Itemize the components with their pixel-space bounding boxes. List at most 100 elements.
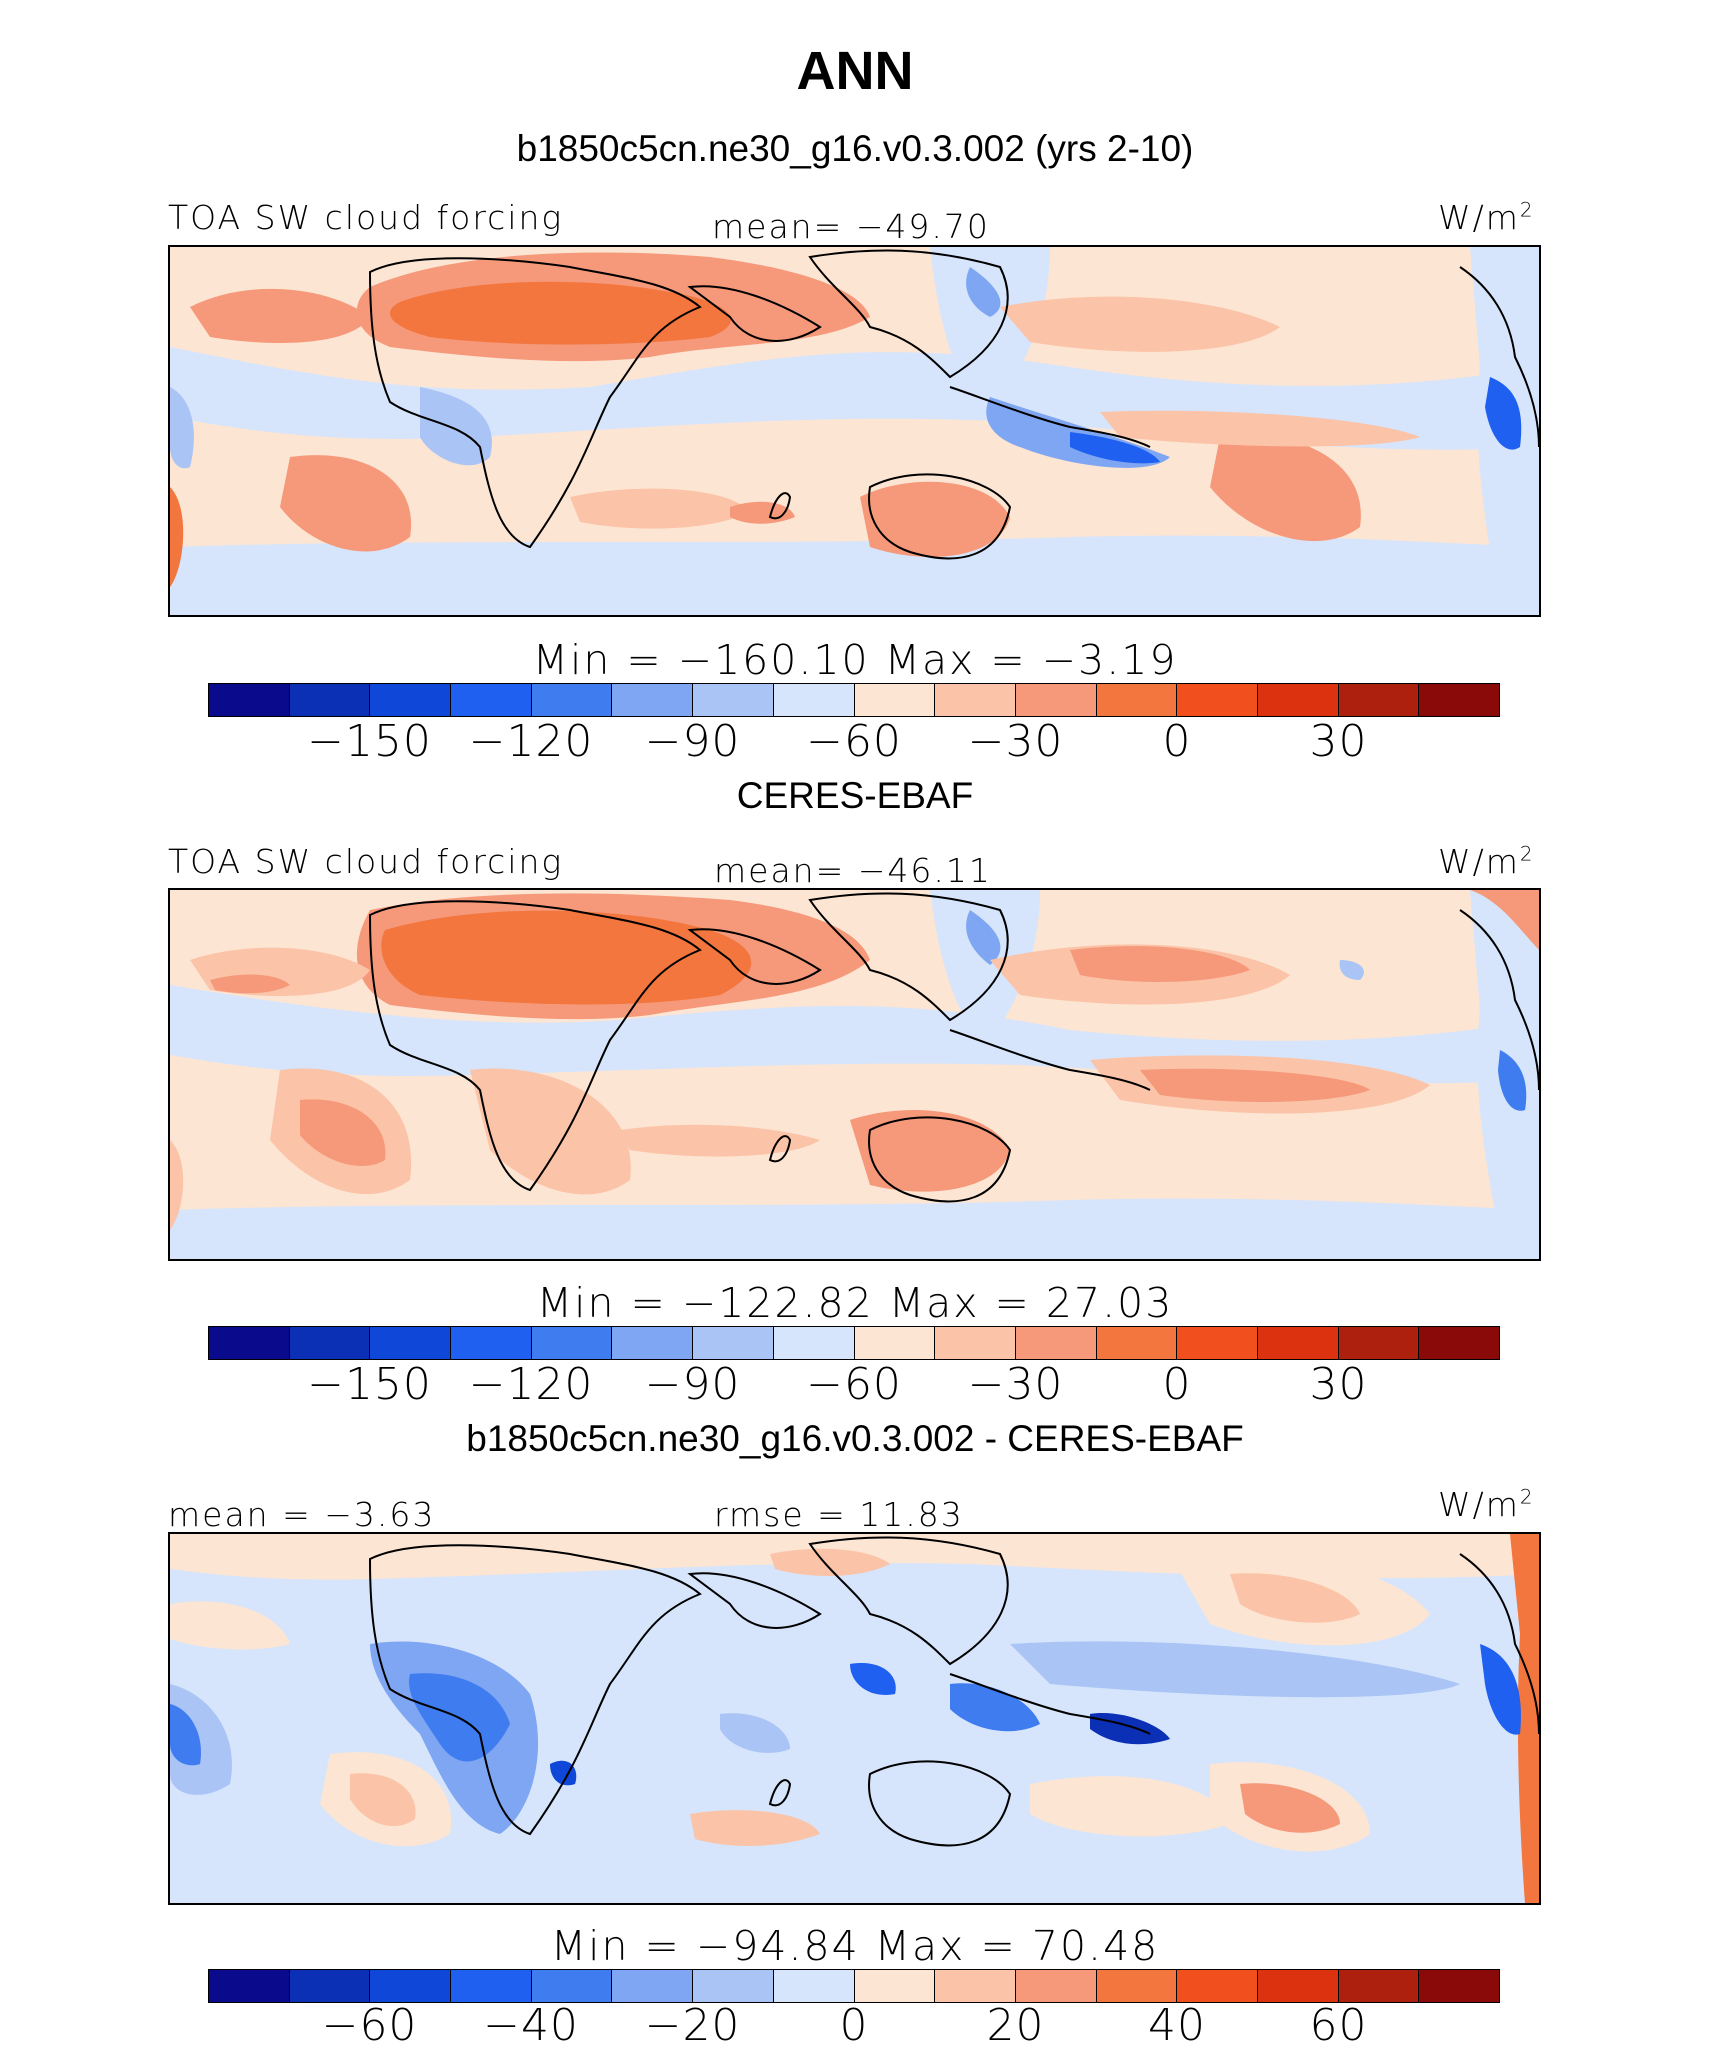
colorbar-swatch — [1257, 1327, 1339, 1359]
panel1-unit-label: W/m2 — [1438, 198, 1535, 237]
panel1-variable-label: TOA SW cloud forcing — [168, 198, 564, 237]
colorbar-swatch — [935, 684, 1016, 716]
colorbar-tick-label: 20 — [986, 2000, 1045, 2051]
colorbar-tick-label: 0 — [1162, 1359, 1192, 1410]
colorbar-tick-label: −90 — [644, 1359, 741, 1410]
maritime-continent-outline — [949, 1029, 1151, 1091]
colorbar-swatch — [370, 1327, 452, 1359]
colorbar-tick-label: −60 — [321, 2000, 418, 2051]
africa-outline — [368, 1544, 702, 1836]
colorbar-swatch — [935, 1970, 1016, 2002]
colorbar-swatch — [1096, 1327, 1178, 1359]
colorbar-swatch — [451, 684, 532, 716]
panel3-colorbar-ticks: −60 −40 −20 0 20 40 60 — [0, 2000, 1710, 2051]
colorbar-swatch — [1257, 1970, 1339, 2002]
madagascar-outline — [768, 1779, 792, 1807]
africa-outline — [368, 257, 702, 549]
panel2-mean-label: mean= −46.11 — [714, 851, 992, 890]
figure-subtitle: b1850c5cn.ne30_g16.v0.3.002 (yrs 2-10) — [516, 128, 1194, 169]
colorbar-swatch — [935, 1327, 1016, 1359]
colorbar-swatch — [854, 1327, 936, 1359]
panel1-map — [168, 245, 1541, 617]
colorbar-swatch — [1015, 1327, 1097, 1359]
colorbar-swatch — [1015, 1970, 1097, 2002]
colorbar-swatch — [1338, 1327, 1420, 1359]
panel3-unit-label: W/m2 — [1438, 1485, 1535, 1524]
colorbar-tick-label: −150 — [307, 716, 432, 767]
colorbar-tick-label: 60 — [1309, 2000, 1368, 2051]
colorbar-swatch — [531, 1327, 613, 1359]
colorbar-swatch — [1015, 684, 1097, 716]
panel2-heading: CERES-EBAF — [736, 775, 974, 816]
colorbar-swatch — [693, 684, 774, 716]
arabia-outline — [687, 285, 822, 342]
panel1-colorbar-ticks: −150 −120 −90 −60 −30 0 30 — [0, 716, 1710, 767]
panel2-colorbar-ticks: −150 −120 −90 −60 −30 0 30 — [0, 1359, 1710, 1410]
colorbar-tick-label: −120 — [468, 716, 594, 767]
colorbar-swatch — [693, 1970, 774, 2002]
americas-outline — [1459, 1553, 1539, 1735]
colorbar-swatch — [612, 684, 694, 716]
africa-outline — [368, 900, 702, 1192]
panel2-unit-label: W/m2 — [1438, 842, 1535, 881]
colorbar-swatch — [1096, 1970, 1178, 2002]
panel3-mean-label: mean = −3.63 — [168, 1495, 436, 1534]
panel1-min-max: Min = −160.10 Max = −3.19 — [532, 636, 1178, 684]
colorbar-tick-label: −90 — [644, 716, 741, 767]
arabia-outline — [687, 928, 822, 985]
colorbar-swatch — [612, 1327, 694, 1359]
panel3-contour-field — [170, 1534, 1539, 1903]
colorbar-swatch — [1177, 684, 1258, 716]
panel3-min-max: Min = −94.84 Max = 70.48 — [550, 1922, 1160, 1970]
colorbar-swatch — [773, 1970, 855, 2002]
colorbar-swatch — [1338, 1970, 1420, 2002]
colorbar-tick-label: 0 — [839, 2000, 869, 2051]
colorbar-swatch — [209, 684, 290, 716]
colorbar-swatch — [854, 1970, 936, 2002]
panel1-mean-label: mean= −49.70 — [712, 207, 990, 246]
colorbar-swatch — [370, 1970, 452, 2002]
colorbar-tick-label: −40 — [483, 2000, 579, 2051]
colorbar-tick-label: 0 — [1162, 716, 1192, 767]
panel2-variable-label: TOA SW cloud forcing — [168, 842, 564, 881]
colorbar-swatch — [209, 1327, 290, 1359]
panel1-colorbar — [208, 683, 1500, 717]
maritime-continent-outline — [949, 1673, 1151, 1735]
colorbar-swatch — [209, 1970, 290, 2002]
figure-title: ANN — [796, 41, 914, 101]
australia-outline — [868, 1116, 1012, 1203]
panel3-heading: b1850c5cn.ne30_g16.v0.3.002 - CERES-EBAF — [466, 1418, 1244, 1459]
colorbar-swatch — [1177, 1327, 1258, 1359]
colorbar-tick-label: 30 — [1309, 1359, 1368, 1410]
americas-outline — [1459, 266, 1539, 448]
colorbar-swatch — [451, 1970, 532, 2002]
colorbar-swatch — [693, 1327, 774, 1359]
colorbar-tick-label: −30 — [967, 716, 1064, 767]
colorbar-swatch — [612, 1970, 694, 2002]
colorbar-swatch — [1419, 684, 1499, 716]
asia-outline — [808, 249, 1009, 379]
colorbar-tick-label: −30 — [967, 1359, 1064, 1410]
colorbar-swatch — [1177, 1970, 1258, 2002]
australia-outline — [868, 473, 1012, 560]
panel2-colorbar — [208, 1326, 1500, 1360]
panel3-colorbar — [208, 1969, 1500, 2003]
colorbar-tick-label: −60 — [806, 716, 902, 767]
asia-outline — [808, 892, 1009, 1022]
colorbar-swatch — [531, 1970, 613, 2002]
madagascar-outline — [768, 492, 792, 520]
colorbar-swatch — [1419, 1327, 1499, 1359]
colorbar-swatch — [854, 684, 936, 716]
colorbar-swatch — [289, 684, 371, 716]
colorbar-swatch — [773, 684, 855, 716]
maritime-continent-outline — [949, 386, 1151, 448]
arabia-outline — [687, 1572, 822, 1629]
colorbar-swatch — [1419, 1970, 1499, 2002]
colorbar-tick-label: 40 — [1148, 2000, 1206, 2051]
colorbar-tick-label: −20 — [644, 2000, 741, 2051]
colorbar-swatch — [1096, 684, 1178, 716]
colorbar-swatch — [289, 1327, 371, 1359]
americas-outline — [1459, 909, 1539, 1091]
colorbar-swatch — [531, 684, 613, 716]
colorbar-swatch — [370, 684, 452, 716]
